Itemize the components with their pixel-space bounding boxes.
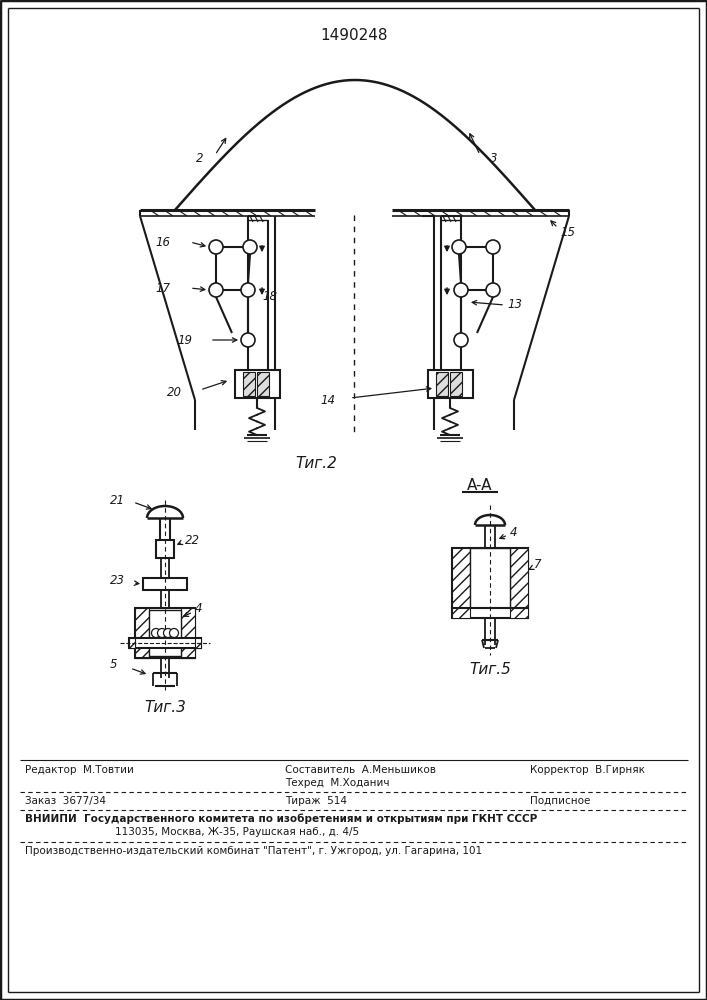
- Text: Техред  М.Ходанич: Техред М.Ходанич: [285, 778, 390, 788]
- Text: 4: 4: [195, 601, 202, 614]
- Circle shape: [454, 333, 468, 347]
- Text: 15: 15: [560, 226, 575, 238]
- Text: Составитель  А.Меньшиков: Составитель А.Меньшиков: [285, 765, 436, 775]
- Text: 1490248: 1490248: [320, 28, 387, 43]
- Bar: [510, 608, 528, 618]
- Bar: [135, 608, 195, 658]
- Bar: [470, 548, 510, 608]
- Bar: [452, 608, 470, 618]
- Circle shape: [454, 283, 468, 297]
- Bar: [452, 548, 470, 608]
- Bar: [257, 372, 269, 396]
- Text: 19: 19: [177, 334, 192, 347]
- Bar: [243, 372, 255, 396]
- Circle shape: [486, 240, 500, 254]
- Bar: [235, 370, 280, 398]
- Text: 113035, Москва, Ж-35, Раушская наб., д. 4/5: 113035, Москва, Ж-35, Раушская наб., д. …: [115, 827, 359, 837]
- Text: 3: 3: [490, 151, 498, 164]
- Text: Подписное: Подписное: [530, 796, 590, 806]
- Text: Τиг.3: Τиг.3: [144, 700, 186, 715]
- Text: 21: 21: [110, 493, 125, 506]
- Text: 4: 4: [510, 526, 518, 538]
- Text: 2: 2: [197, 151, 204, 164]
- Circle shape: [486, 283, 500, 297]
- Text: 23: 23: [110, 574, 125, 586]
- Bar: [452, 548, 528, 608]
- Text: 16: 16: [155, 235, 170, 248]
- Bar: [195, 638, 201, 648]
- Bar: [129, 638, 135, 648]
- Text: Редактор  М.Товтии: Редактор М.Товтии: [25, 765, 134, 775]
- Text: Τиг.2: Τиг.2: [295, 456, 337, 471]
- Text: Τиг.5: Τиг.5: [469, 662, 511, 677]
- Bar: [143, 578, 187, 590]
- Bar: [129, 638, 201, 648]
- Circle shape: [452, 240, 466, 254]
- Bar: [450, 372, 462, 396]
- Circle shape: [209, 240, 223, 254]
- Circle shape: [163, 629, 173, 638]
- Text: 13: 13: [507, 298, 522, 312]
- Text: 5: 5: [110, 658, 117, 672]
- Circle shape: [241, 333, 255, 347]
- Text: Заказ  3677/34: Заказ 3677/34: [25, 796, 106, 806]
- Bar: [181, 608, 195, 658]
- Text: 18: 18: [262, 290, 277, 302]
- Text: A-A: A-A: [467, 478, 493, 493]
- Circle shape: [158, 629, 167, 638]
- Text: 17: 17: [155, 282, 170, 294]
- Bar: [452, 608, 528, 618]
- Bar: [510, 548, 528, 608]
- Text: ВНИИПИ  Государственного комитета по изобретениям и открытиям при ГКНТ СССР: ВНИИПИ Государственного комитета по изоб…: [25, 814, 537, 824]
- Circle shape: [241, 283, 255, 297]
- Text: Производственно-издательский комбинат "Патент", г. Ужгород, ул. Гагарина, 101: Производственно-издательский комбинат "П…: [25, 846, 482, 856]
- Bar: [428, 370, 473, 398]
- Text: Корректор  В.Гирняк: Корректор В.Гирняк: [530, 765, 645, 775]
- Text: 22: 22: [185, 534, 200, 546]
- Circle shape: [170, 629, 178, 638]
- Circle shape: [243, 240, 257, 254]
- Text: 14: 14: [320, 393, 335, 406]
- Bar: [156, 540, 174, 558]
- Text: Тираж  514: Тираж 514: [285, 796, 347, 806]
- Circle shape: [209, 283, 223, 297]
- Text: 7: 7: [534, 558, 542, 572]
- Bar: [149, 610, 181, 656]
- Bar: [135, 608, 149, 658]
- Text: 20: 20: [167, 385, 182, 398]
- Circle shape: [151, 629, 160, 638]
- Bar: [436, 372, 448, 396]
